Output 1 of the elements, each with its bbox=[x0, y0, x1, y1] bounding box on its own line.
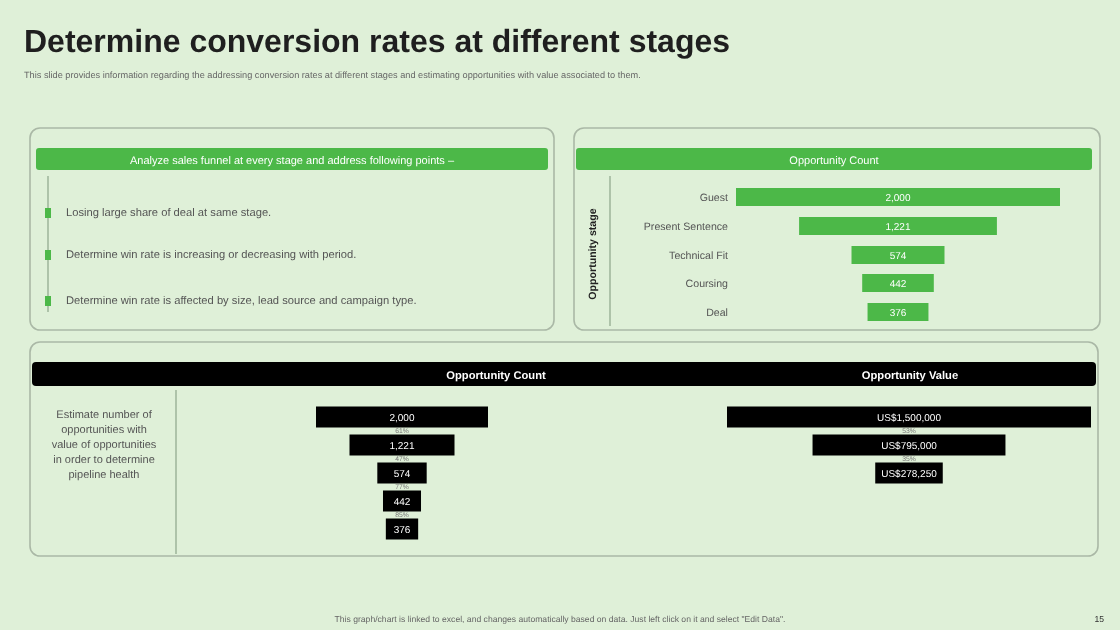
text: Determine conversion rates at different stages bbox=[24, 26, 731, 60]
